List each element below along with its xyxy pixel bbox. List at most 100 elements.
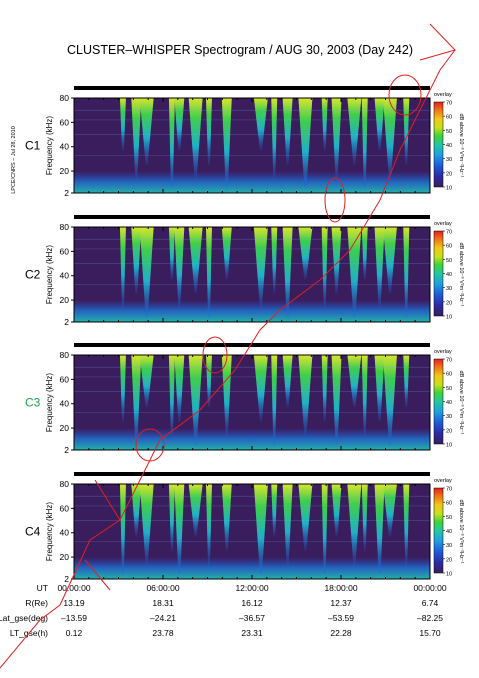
burst-mark (374, 355, 385, 422)
colorbar-tick-label: 30 (446, 157, 452, 163)
colorbar-tick-label: 50 (446, 515, 452, 521)
colorbar-tick-label: 10 (446, 572, 452, 578)
colorbar-tick-label: 40 (446, 529, 452, 535)
colorbar-tick-label: 60 (446, 501, 452, 507)
burst-mark (271, 98, 278, 179)
y-tick-label: 2 (64, 445, 69, 455)
burst-mark (374, 227, 385, 308)
burst-mark (298, 355, 313, 436)
ephemeris-row-label: UT (37, 583, 48, 593)
colorbar-title: overlay (434, 478, 452, 484)
burst-mark (321, 355, 328, 422)
ephemeris-value: –13.59 (61, 613, 87, 623)
colorbar-tick-label: 70 (446, 230, 452, 236)
y-tick-label: 80 (60, 93, 70, 103)
colorbar-tick-label: 70 (446, 101, 452, 107)
burst-mark (131, 227, 142, 294)
colorbar (433, 358, 444, 445)
y-tick-label: 20 (60, 423, 70, 433)
y-tick-label: 40 (60, 142, 70, 152)
colorbar-tick-label: 60 (446, 372, 452, 378)
ephemeris-value: –36.57 (239, 613, 265, 623)
burst-mark (331, 98, 342, 179)
y-tick-label: 60 (60, 503, 70, 513)
ephemeris-value: 0.12 (66, 628, 83, 638)
coverage-bar (74, 86, 430, 90)
burst-mark (221, 355, 232, 436)
annotation-circle (388, 74, 422, 116)
colorbar-tick-label: 70 (446, 358, 452, 364)
annotation-stroke (84, 479, 121, 591)
burst-mark (271, 484, 278, 537)
colorbar-tick-label: 30 (446, 286, 452, 292)
y-tick-label: 80 (60, 479, 70, 489)
panel-c3: 2 20 40 60 80 Frequency (kHz) C3 overlay 10 20 30 4… (25, 343, 465, 455)
ephemeris-value: 6.74 (422, 598, 439, 608)
burst-mark (174, 98, 185, 151)
ephemeris-value: 22.28 (330, 628, 352, 638)
burst-mark (188, 98, 203, 179)
burst-mark (168, 98, 175, 189)
colorbar-tick-label: 20 (446, 171, 452, 177)
y-tick-label: 80 (60, 222, 70, 232)
ephemeris-row-label: R(Re) (25, 598, 48, 608)
colorbar-tick-label: 60 (446, 244, 452, 250)
burst-mark (221, 98, 232, 189)
burst-mark (131, 98, 142, 179)
burst-mark (139, 98, 154, 165)
colorbar-tick-label: 50 (446, 386, 452, 392)
ephemeris-value: 23.78 (152, 628, 174, 638)
annotation-circle (202, 336, 228, 374)
burst-mark (331, 355, 342, 446)
colorbar-tick-label: 20 (446, 428, 452, 434)
y-axis-label: Frequency (kHz) (45, 116, 54, 175)
burst-mark (347, 355, 362, 408)
burst-mark (119, 98, 126, 151)
colorbar-tick-label: 10 (446, 186, 452, 192)
burst-mark (361, 355, 368, 436)
y-tick-label: 20 (60, 552, 70, 562)
y-axis-label: Frequency (kHz) (45, 373, 54, 432)
annotation-stroke (0, 49, 456, 669)
ephemeris-value: –82.25 (417, 613, 443, 623)
burst-mark (188, 484, 203, 537)
y-tick-label: 20 (60, 166, 70, 176)
x-tick-label: 12:00:00 (235, 583, 268, 593)
burst-mark (403, 355, 410, 408)
burst-mark (174, 484, 185, 575)
annotation-stroke (419, 23, 456, 61)
ephemeris-value: –53.59 (328, 613, 354, 623)
colorbar-tick-label: 20 (446, 300, 452, 306)
burst-mark (131, 355, 142, 446)
y-tick-label: 20 (60, 295, 70, 305)
burst-mark (361, 227, 368, 280)
burst-mark (139, 355, 154, 408)
burst-mark (282, 98, 293, 165)
colorbar-label: dB above 10⁻⁸ V²m⁻²Hz⁻¹ (458, 243, 465, 307)
y-tick-label: 40 (60, 528, 70, 538)
colorbar-tick-label: 60 (446, 115, 452, 121)
y-tick-label: 2 (64, 188, 69, 198)
colorbar-tick-label: 50 (446, 129, 452, 135)
panels-group: 2 20 40 60 80 Frequency (kHz) C1 overlay 10 20 30 4… (25, 86, 465, 584)
burst-mark (139, 484, 154, 565)
colorbar-tick-label: 10 (446, 443, 452, 449)
x-tick-label: 06:00:00 (146, 583, 179, 593)
burst-mark (331, 484, 342, 537)
burst-mark (298, 98, 313, 189)
ephemeris-value: 18.31 (152, 598, 174, 608)
coverage-bar (74, 472, 430, 476)
colorbar (433, 230, 444, 317)
y-tick-label: 60 (60, 117, 70, 127)
panel-c2: 2 20 40 60 80 Frequency (kHz) C2 overlay 10 20 30 4… (25, 215, 465, 327)
chart-title: CLUSTER–WHISPER Spectrogram / AUG 30, 20… (67, 43, 413, 57)
low-frequency-band (74, 428, 430, 450)
x-tick-label: 00:00:00 (413, 583, 446, 593)
burst-mark (282, 484, 293, 565)
colorbar-tick-label: 50 (446, 258, 452, 264)
burst-mark (321, 484, 328, 575)
credit-text: LPCE/CNRS – Jul 28, 2010 (11, 126, 17, 194)
y-tick-label: 80 (60, 350, 70, 360)
ephemeris-value: 16.12 (241, 598, 263, 608)
